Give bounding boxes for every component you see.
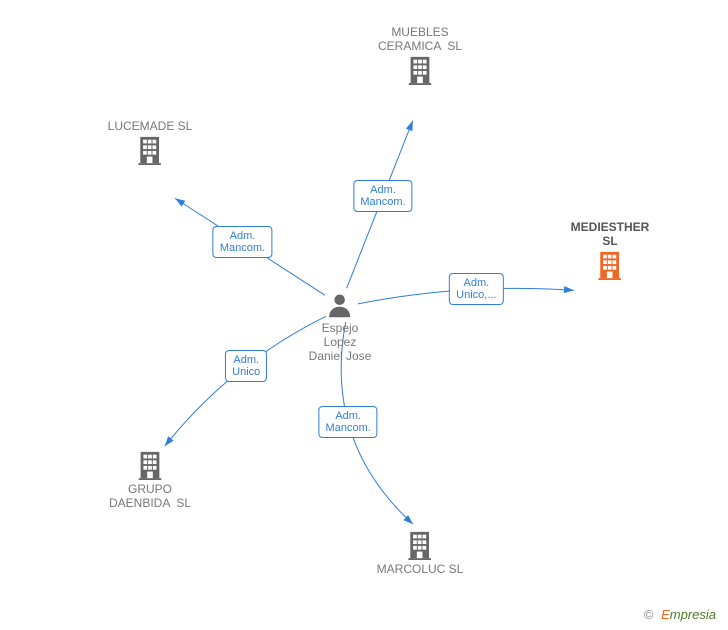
person-icon <box>309 291 372 319</box>
edge-arrowhead <box>403 515 413 524</box>
company-node-daenbida: GRUPO DAENBIDA SL <box>109 450 191 510</box>
center-person-node: Espejo Lopez Daniel Jose <box>309 291 372 363</box>
edge-arrowhead <box>175 198 185 206</box>
edge-label: Adm. Unico,... <box>449 273 503 305</box>
company-label-daenbida: GRUPO DAENBIDA SL <box>109 482 191 510</box>
building-icon <box>571 250 650 280</box>
edge-line <box>165 316 326 446</box>
edge-label: Adm. Mancom. <box>353 180 412 212</box>
footer-brand: Empresia <box>661 607 716 622</box>
center-person-label: Espejo Lopez Daniel Jose <box>309 321 372 363</box>
edge-label: Adm. Mancom. <box>319 406 378 438</box>
edge-line <box>175 198 325 295</box>
building-icon <box>109 450 191 480</box>
company-node-muebles: MUEBLES CERAMICA SL <box>378 25 462 85</box>
company-label-marcoluc: MARCOLUC SL <box>377 562 464 576</box>
company-label-mediesther: MEDIESTHER SL <box>571 220 650 248</box>
copyright-symbol: © <box>644 607 654 622</box>
company-label-muebles: MUEBLES CERAMICA SL <box>378 25 462 53</box>
edge-label: Adm. Mancom. <box>213 226 272 258</box>
edge-arrowhead <box>564 286 574 293</box>
edge-label: Adm. Unico <box>225 350 267 382</box>
footer: © Empresia <box>644 607 716 622</box>
building-icon <box>378 55 462 85</box>
edge-arrowhead <box>165 436 174 446</box>
edge-arrowhead <box>406 121 413 132</box>
company-node-lucemade: LUCEMADE SL <box>108 119 193 165</box>
company-label-lucemade: LUCEMADE SL <box>108 119 193 133</box>
building-icon <box>377 530 464 560</box>
diagram-canvas: © Empresia Espejo Lopez Daniel Jose LUCEM… <box>0 0 728 630</box>
company-node-mediesther: MEDIESTHER SL <box>571 220 650 280</box>
edge-line <box>358 288 574 304</box>
company-node-marcoluc: MARCOLUC SL <box>377 530 464 576</box>
building-icon <box>108 135 193 165</box>
edge-line <box>347 121 413 289</box>
